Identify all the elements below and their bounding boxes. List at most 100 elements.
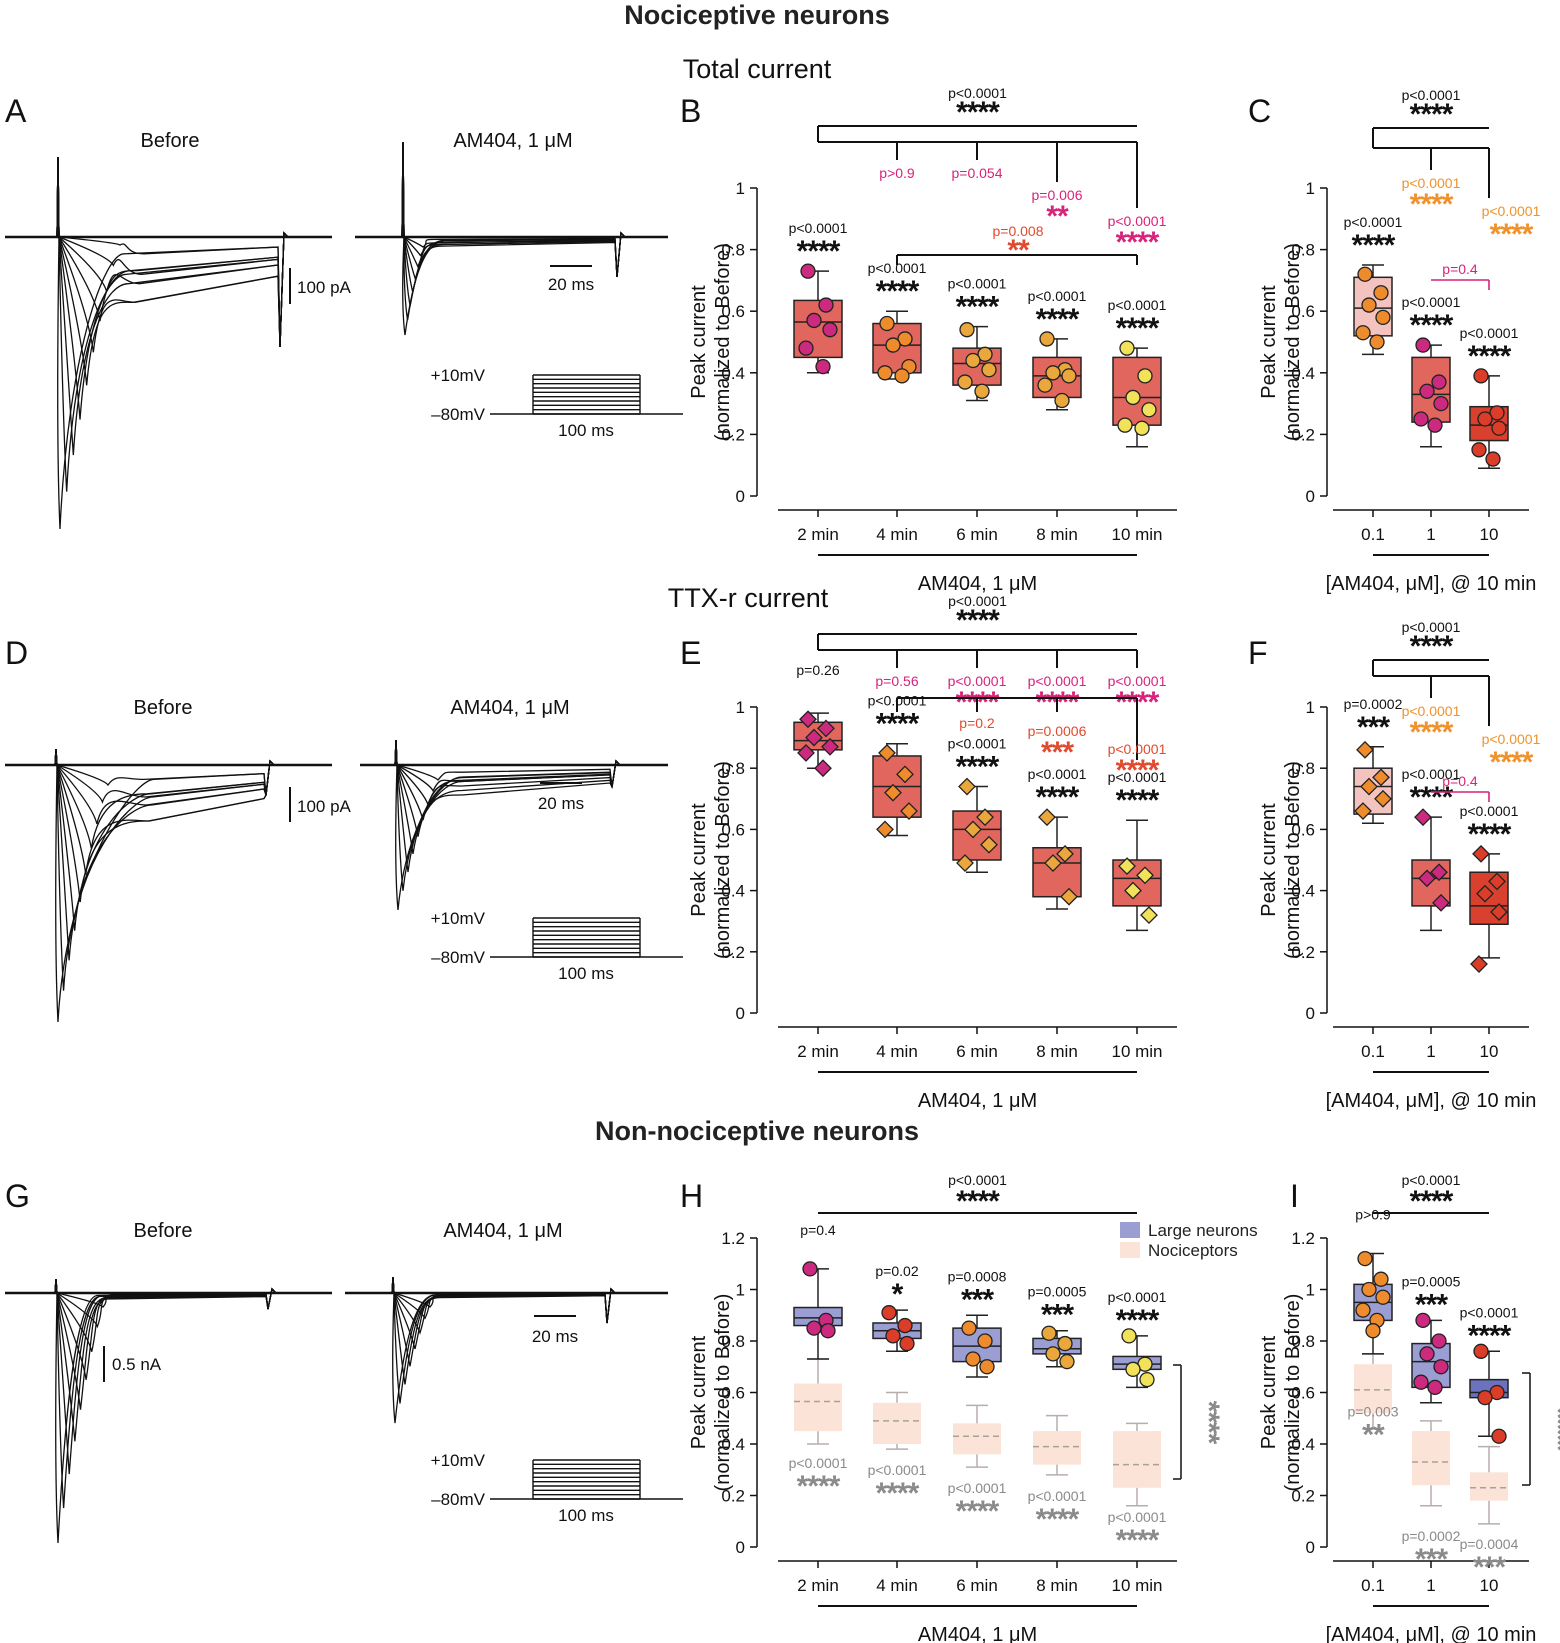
data-point	[881, 1305, 897, 1321]
data-point	[1139, 1371, 1155, 1388]
current-traces-before-g	[5, 1278, 332, 1544]
data-point	[1125, 389, 1141, 406]
stars-nociceptors: **	[1362, 1419, 1385, 1452]
data-point	[1365, 1323, 1381, 1339]
stars-vs4min: **	[1007, 234, 1030, 267]
data-point	[899, 1335, 915, 1352]
y-tick-label: 1	[736, 698, 745, 717]
y-tick-label: 0	[1306, 1538, 1315, 1557]
data-point	[1037, 377, 1053, 393]
panel-letter-g: G	[5, 1178, 30, 1214]
panel-letter: B	[680, 93, 701, 129]
current-trace	[5, 748, 332, 1023]
x-tick-label: 4 min	[876, 1576, 918, 1595]
data-point	[1375, 1289, 1391, 1305]
data-point	[806, 1320, 822, 1336]
current-trace	[5, 748, 332, 875]
data-point	[1038, 808, 1056, 827]
significance-stars: ****	[1352, 229, 1396, 262]
stars-overall: ****	[956, 96, 1000, 129]
significance-stars: ****	[956, 291, 1000, 324]
x-axis-label: AM404, 1 μM	[918, 1090, 1037, 1112]
scalebar-time-label-g: 20 ms	[532, 1327, 578, 1346]
p-value-label: p=0.0008	[948, 1268, 1007, 1284]
section-title-nociceptive: Nociceptive neurons	[624, 0, 890, 30]
p-value-nociceptors: p<0.0001	[868, 1462, 927, 1478]
data-point	[1413, 1374, 1429, 1390]
scalebar-current-label-d: 100 pA	[297, 797, 352, 816]
stars-overall: ****	[1410, 1185, 1454, 1218]
subtitle-ttx-current: TTX-r current	[668, 583, 829, 613]
x-tick-label: 10	[1480, 1042, 1499, 1061]
x-tick-label: 1	[1426, 525, 1435, 544]
p-value-nociceptors: p<0.0001	[1028, 1488, 1087, 1504]
significance-stars: ***	[961, 1283, 994, 1316]
legend-nociceptors: Nociceptors	[1148, 1241, 1238, 1260]
data-point	[1355, 325, 1371, 341]
data-point	[965, 352, 981, 369]
current-traces-before-a	[5, 156, 332, 530]
x-tick-label: 8 min	[1036, 1042, 1078, 1061]
y-axis-label-sub: (normalized to Before)	[712, 243, 734, 441]
p-value-label: p=0.26	[796, 662, 839, 678]
panel-letter-a: A	[5, 93, 27, 129]
p-value-vs2min: p=0.054	[952, 165, 1003, 181]
current-trace	[345, 1276, 668, 1385]
protocol-label-high: +10mV	[431, 366, 486, 385]
stars-vs01: ****	[1490, 746, 1534, 779]
current-trace	[5, 1278, 332, 1544]
voltage-protocol-g: +10mV –80mV 100 ms	[431, 1451, 683, 1525]
p-value-overall: p<0.0001	[1402, 1172, 1461, 1188]
label-after-d: AM404, 1 μM	[450, 697, 569, 719]
p-value-label: p=0.0002	[1344, 696, 1403, 712]
data-point	[981, 362, 997, 378]
data-point	[1419, 1346, 1435, 1362]
data-point	[964, 820, 982, 839]
significance-stars: *	[892, 1278, 904, 1311]
p-value-vs2min: p=0.56	[875, 673, 918, 689]
p-value-label: p=0.02	[875, 1263, 918, 1279]
scalebar-current-label-a: 100 pA	[297, 278, 352, 297]
current-trace	[5, 156, 332, 530]
x-tick-label: 0.1	[1361, 525, 1385, 544]
data-point	[1419, 383, 1435, 399]
data-point	[821, 737, 839, 756]
y-tick-label: 0.8	[1291, 759, 1315, 778]
data-point	[1432, 893, 1450, 912]
y-axis-label: Peak current	[1258, 1335, 1280, 1449]
x-tick-label: 1	[1426, 1042, 1435, 1061]
protocol-label-duration: 100 ms	[558, 1506, 614, 1525]
stars-vs2min: ****	[1116, 226, 1160, 259]
noci-box-1-box	[873, 1402, 921, 1444]
significance-stars: ****	[1468, 340, 1512, 373]
y-tick-label: 0.2	[721, 425, 745, 444]
data-point	[1373, 1271, 1389, 1287]
y-tick-label: 0.2	[1291, 425, 1315, 444]
noci-box-0-box	[794, 1383, 842, 1432]
data-point	[1054, 392, 1070, 409]
p-value-overall: p<0.0001	[1402, 619, 1461, 635]
p-value-overall: p<0.0001	[1402, 87, 1461, 103]
data-point	[1134, 420, 1150, 436]
significance-stars: ****	[797, 235, 841, 268]
y-tick-label: 0.4	[721, 1435, 745, 1454]
protocol-label-low: –80mV	[431, 948, 486, 967]
box-2-box	[952, 810, 1002, 861]
p-value-vs1: p=0.4	[1442, 773, 1478, 789]
p-value-vs2min: p<0.0001	[948, 673, 1007, 689]
data-point	[1140, 906, 1158, 924]
data-point	[1372, 768, 1390, 787]
y-tick-label: 1	[1306, 179, 1315, 198]
y-tick-label: 0.4	[721, 364, 745, 383]
p-value-label: p<0.0001	[789, 220, 848, 236]
y-tick-label: 1	[736, 179, 745, 198]
data-point	[974, 383, 990, 399]
panel-a: A Before AM404, 1 μM 100 pA 20 ms +10mV –…	[5, 93, 683, 530]
p-value-label: p<0.0001	[948, 736, 1007, 752]
y-axis-label: Peak current	[688, 803, 710, 917]
data-point	[979, 1359, 995, 1375]
data-point	[897, 1317, 913, 1334]
current-trace	[345, 1276, 668, 1367]
stars-vs2min: **	[1046, 200, 1069, 233]
stars-nociceptors: ****	[797, 1470, 841, 1503]
